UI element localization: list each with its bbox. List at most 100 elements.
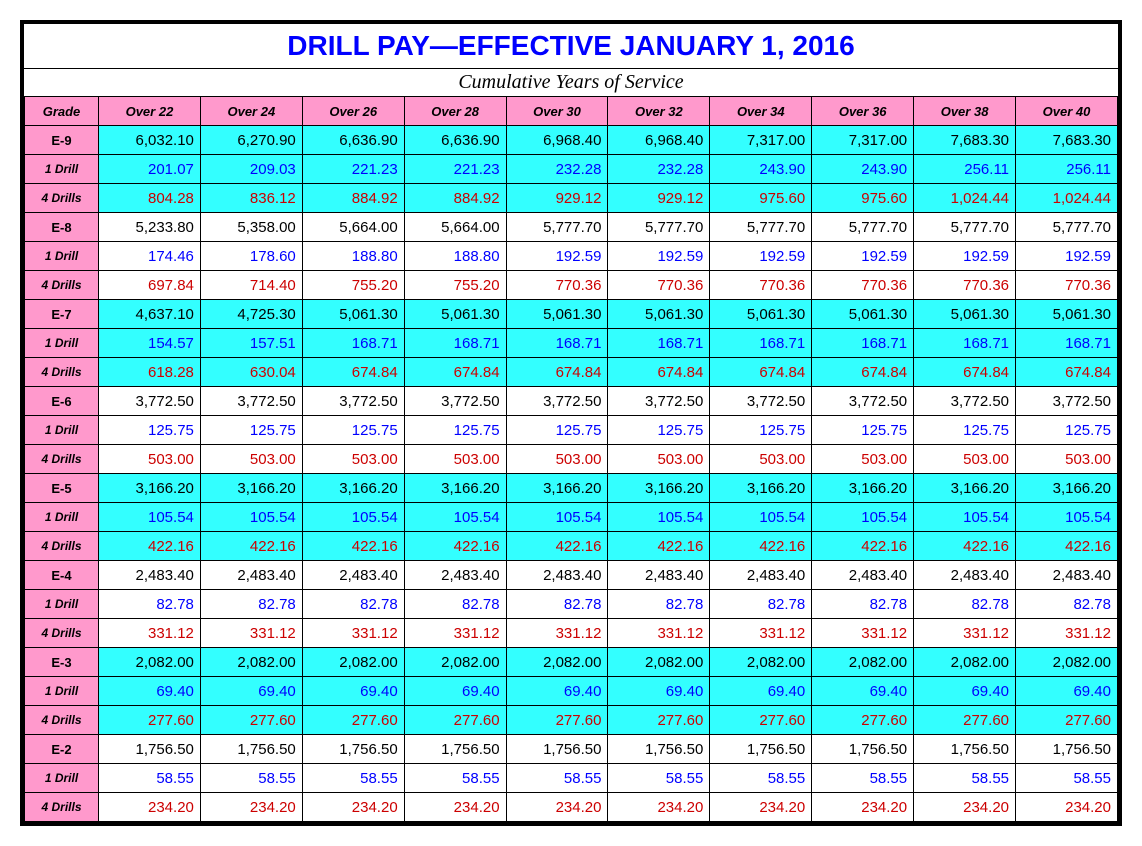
cell-value: 6,968.40 [506,126,608,155]
cell-value: 422.16 [506,532,608,561]
cell-value: 5,061.30 [812,300,914,329]
table-row: 4 Drills234.20234.20234.20234.20234.2023… [25,793,1118,822]
cell-value: 331.12 [1016,619,1118,648]
cell-value: 125.75 [710,416,812,445]
cell-value: 105.54 [1016,503,1118,532]
cell-value: 168.71 [404,329,506,358]
cell-value: 2,082.00 [1016,648,1118,677]
cell-value: 58.55 [506,764,608,793]
cell-value: 697.84 [99,271,201,300]
cell-value: 770.36 [608,271,710,300]
cell-value: 6,636.90 [404,126,506,155]
cell-value: 3,772.50 [302,387,404,416]
cell-value: 1,024.44 [914,184,1016,213]
cell-value: 3,166.20 [608,474,710,503]
table-row: 4 Drills277.60277.60277.60277.60277.6027… [25,706,1118,735]
cell-value: 105.54 [506,503,608,532]
cell-value: 674.84 [608,358,710,387]
cell-value: 331.12 [608,619,710,648]
cell-value: 5,664.00 [302,213,404,242]
cell-value: 277.60 [302,706,404,735]
cell-value: 188.80 [302,242,404,271]
cell-value: 82.78 [302,590,404,619]
cell-value: 503.00 [1016,445,1118,474]
cell-value: 1,756.50 [302,735,404,764]
table-row: 4 Drills618.28630.04674.84674.84674.8467… [25,358,1118,387]
cell-value: 7,317.00 [710,126,812,155]
cell-value: 7,683.30 [914,126,1016,155]
drill-label: 4 Drills [25,271,99,300]
cell-value: 422.16 [914,532,1016,561]
cell-value: 804.28 [99,184,201,213]
cell-value: 503.00 [608,445,710,474]
cell-value: 234.20 [506,793,608,822]
table-row: E-42,483.402,483.402,483.402,483.402,483… [25,561,1118,590]
cell-value: 5,061.30 [608,300,710,329]
cell-value: 331.12 [302,619,404,648]
cell-value: 221.23 [404,155,506,184]
cell-value: 3,772.50 [200,387,302,416]
cell-value: 503.00 [200,445,302,474]
cell-value: 1,756.50 [1016,735,1118,764]
cell-value: 69.40 [608,677,710,706]
cell-value: 3,166.20 [404,474,506,503]
cell-value: 2,483.40 [608,561,710,590]
cell-value: 331.12 [404,619,506,648]
cell-value: 5,061.30 [404,300,506,329]
table-row: E-63,772.503,772.503,772.503,772.503,772… [25,387,1118,416]
cell-value: 3,772.50 [914,387,1016,416]
cell-value: 3,772.50 [608,387,710,416]
grade-label: E-7 [25,300,99,329]
drill-label: 4 Drills [25,532,99,561]
cell-value: 5,233.80 [99,213,201,242]
cell-value: 422.16 [812,532,914,561]
cell-value: 234.20 [812,793,914,822]
cell-value: 234.20 [608,793,710,822]
cell-value: 674.84 [506,358,608,387]
cell-value: 82.78 [1016,590,1118,619]
cell-value: 1,756.50 [506,735,608,764]
cell-value: 884.92 [404,184,506,213]
drill-label: 4 Drills [25,619,99,648]
cell-value: 2,483.40 [404,561,506,590]
grade-label: E-8 [25,213,99,242]
cell-value: 243.90 [812,155,914,184]
cell-value: 178.60 [200,242,302,271]
table-row: E-74,637.104,725.305,061.305,061.305,061… [25,300,1118,329]
cell-value: 58.55 [302,764,404,793]
cell-value: 192.59 [506,242,608,271]
cell-value: 1,024.44 [1016,184,1118,213]
cell-value: 168.71 [710,329,812,358]
cell-value: 5,777.70 [710,213,812,242]
cell-value: 168.71 [914,329,1016,358]
cell-value: 770.36 [914,271,1016,300]
cell-value: 256.11 [1016,155,1118,184]
cell-value: 192.59 [710,242,812,271]
cell-value: 2,483.40 [506,561,608,590]
cell-value: 3,166.20 [710,474,812,503]
cell-value: 755.20 [404,271,506,300]
cell-value: 125.75 [302,416,404,445]
cell-value: 503.00 [914,445,1016,474]
drill-label: 4 Drills [25,706,99,735]
cell-value: 69.40 [812,677,914,706]
cell-value: 82.78 [506,590,608,619]
cell-value: 69.40 [200,677,302,706]
table-row: E-85,233.805,358.005,664.005,664.005,777… [25,213,1118,242]
pay-table-wrap: DRILL PAY—EFFECTIVE JANUARY 1, 2016 Cumu… [20,20,1122,826]
cell-value: 234.20 [404,793,506,822]
cell-value: 201.07 [99,155,201,184]
cell-value: 3,772.50 [506,387,608,416]
table-row: 1 Drill58.5558.5558.5558.5558.5558.5558.… [25,764,1118,793]
cell-value: 770.36 [812,271,914,300]
drill-label: 1 Drill [25,416,99,445]
drill-label: 1 Drill [25,677,99,706]
cell-value: 674.84 [914,358,1016,387]
cell-value: 125.75 [506,416,608,445]
cell-value: 422.16 [200,532,302,561]
table-row: 4 Drills697.84714.40755.20755.20770.3677… [25,271,1118,300]
cell-value: 1,756.50 [99,735,201,764]
grade-label: E-6 [25,387,99,416]
cell-value: 5,061.30 [914,300,1016,329]
cell-value: 1,756.50 [812,735,914,764]
